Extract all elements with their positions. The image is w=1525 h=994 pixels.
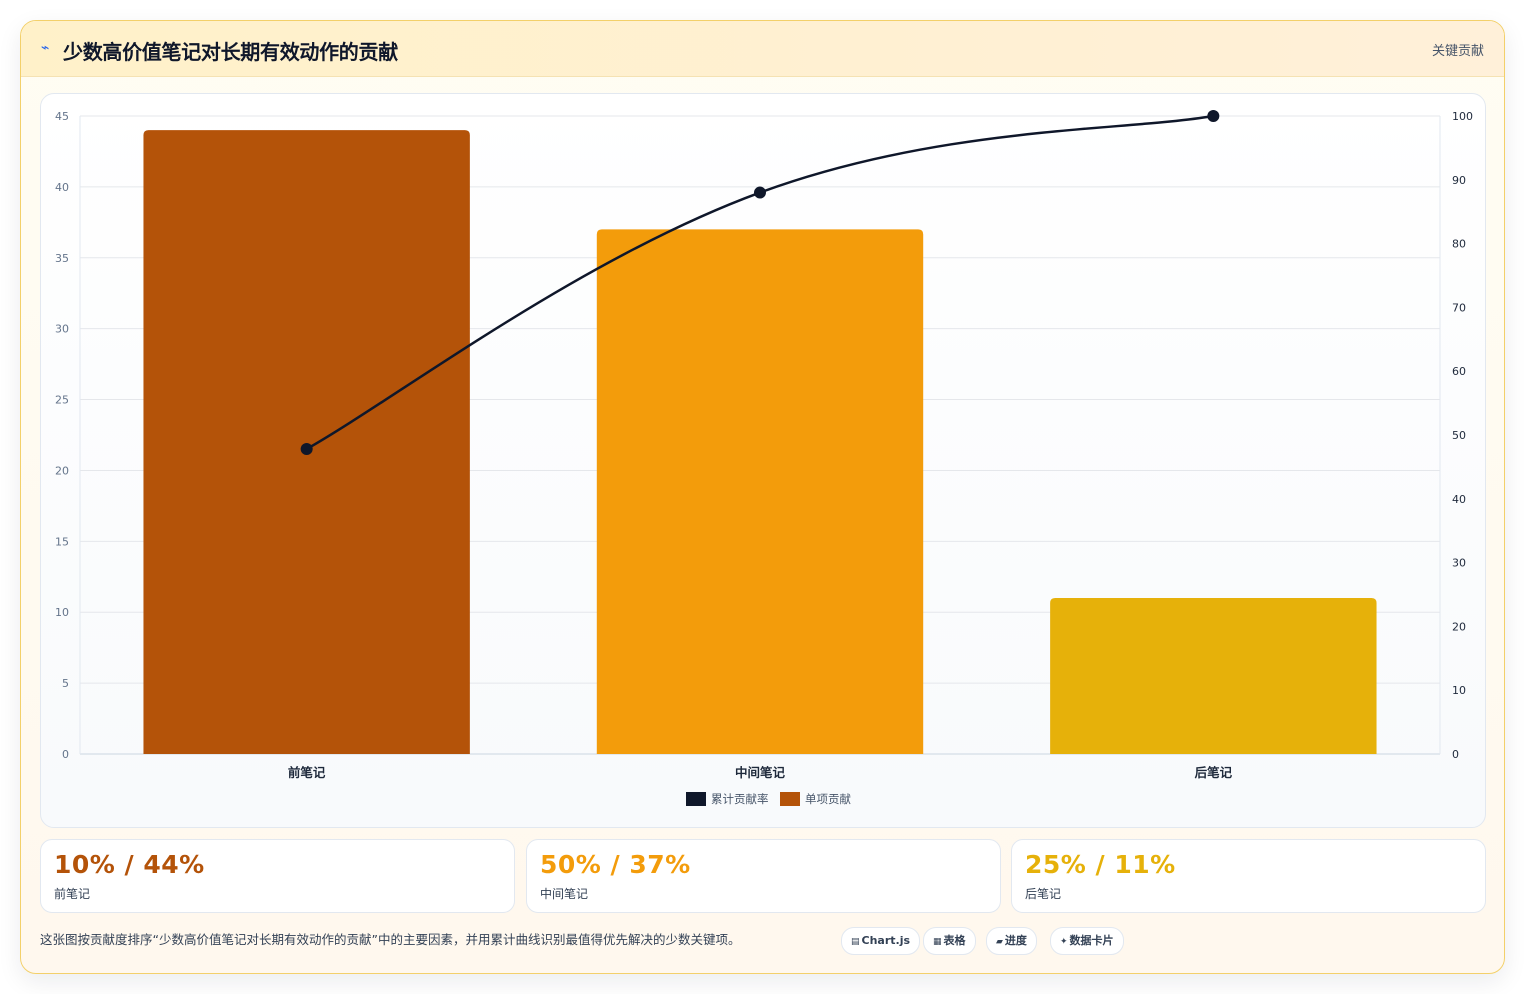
pareto-chart: 0 5 10 15 20 25 30 35 40 45 0 10 20 30 40 50 60 70 80 90 100… (40, 93, 1486, 828)
legend-swatch (780, 792, 800, 806)
stat-label: 后笔记 (1025, 887, 1062, 901)
x-tick-label: 前笔记 (288, 765, 326, 780)
stat-value: 50% / 37% (540, 850, 691, 879)
bolt-icon: ⌁ (41, 40, 50, 56)
y-left-tick-label: 5 (62, 677, 69, 690)
legend-label: 累计贡献率 (711, 792, 769, 806)
y-right-tick-label: 20 (1452, 620, 1466, 633)
x-tick-label: 中间笔记 (735, 765, 786, 780)
stat-value: 25% / 11% (1025, 850, 1176, 879)
pill-label: 表格 (943, 934, 966, 947)
pill-table[interactable]: ▦ 表格 (923, 927, 976, 955)
stat-card-middle: 50% / 37% 中间笔记 (526, 839, 1001, 913)
chart-canvas: 0 5 10 15 20 25 30 35 40 45 0 10 20 30 40 50 60 70 80 90 100… (55, 110, 1473, 806)
y-left-tick-label: 45 (55, 110, 69, 123)
y-left-tick-label: 40 (55, 181, 69, 194)
bar-0 (143, 130, 470, 754)
y-left-tick-label: 30 (55, 323, 69, 336)
dashboard-card: ⌁ 少数高价值笔记对长期有效动作的贡献 关键贡献 0 5 10 15 20 25 30 35 4… (20, 20, 1505, 974)
stat-card-back: 25% / 11% 后笔记 (1011, 839, 1486, 913)
sparkle-icon: ✦ (1060, 937, 1068, 947)
y-left-tick-label: 25 (55, 394, 69, 407)
table-icon: ▦ (933, 937, 942, 947)
y-right-tick-label: 30 (1452, 557, 1466, 570)
y-left-tick-label: 0 (62, 748, 69, 761)
stat-label: 中间笔记 (540, 887, 589, 901)
stat-label: 前笔记 (54, 887, 91, 901)
y-left-tick-label: 35 (55, 252, 69, 265)
y-right-tick-label: 100 (1452, 110, 1473, 123)
pill-progress[interactable]: ▰ 进度 (986, 927, 1037, 955)
y-left-tick-label: 10 (55, 606, 69, 619)
y-left-tick-label: 20 (55, 464, 69, 477)
cumulative-point-0 (300, 443, 313, 456)
card-title: 少数高价值笔记对长期有效动作的贡献 (63, 40, 398, 64)
stat-card-front: 10% / 44% 前笔记 (40, 839, 515, 913)
chart-caption: 这张图按贡献度排序“少数高价值笔记对长期有效动作的贡献”中的主要因素，并用累计曲… (40, 932, 741, 947)
pill-data-card[interactable]: ✦ 数据卡片 (1050, 927, 1124, 955)
pill-label: Chart.js (861, 934, 911, 947)
pill-chartjs[interactable]: ▤ Chart.js (841, 927, 921, 955)
bar-1 (596, 229, 924, 754)
x-tick-label: 后笔记 (1195, 765, 1233, 780)
chart-icon: ▤ (851, 937, 860, 947)
cumulative-point-2 (1207, 110, 1220, 122)
pill-label: 数据卡片 (1069, 934, 1114, 947)
y-right-tick-label: 50 (1452, 429, 1466, 442)
y-left-tick-label: 15 (55, 535, 69, 548)
y-right-tick-label: 0 (1452, 748, 1459, 761)
y-right-tick-label: 70 (1452, 301, 1466, 314)
y-right-tick-label: 40 (1452, 493, 1466, 506)
stat-value: 10% / 44% (54, 850, 205, 879)
bar-2 (1050, 598, 1377, 754)
legend-label: 单项贡献 (805, 792, 851, 806)
y-right-tick-label: 60 (1452, 365, 1466, 378)
y-right-tick-label: 90 (1452, 174, 1466, 187)
pill-label: 进度 (1004, 934, 1027, 947)
header-tag: 关键贡献 (1431, 44, 1484, 59)
cumulative-point-1 (754, 186, 766, 199)
card-header: ⌁ 少数高价值笔记对长期有效动作的贡献 关键贡献 (21, 21, 1504, 77)
progress-icon: ▰ (996, 937, 1003, 947)
y-right-tick-label: 80 (1452, 238, 1466, 251)
legend-swatch (686, 792, 706, 806)
y-right-tick-label: 10 (1452, 684, 1466, 697)
